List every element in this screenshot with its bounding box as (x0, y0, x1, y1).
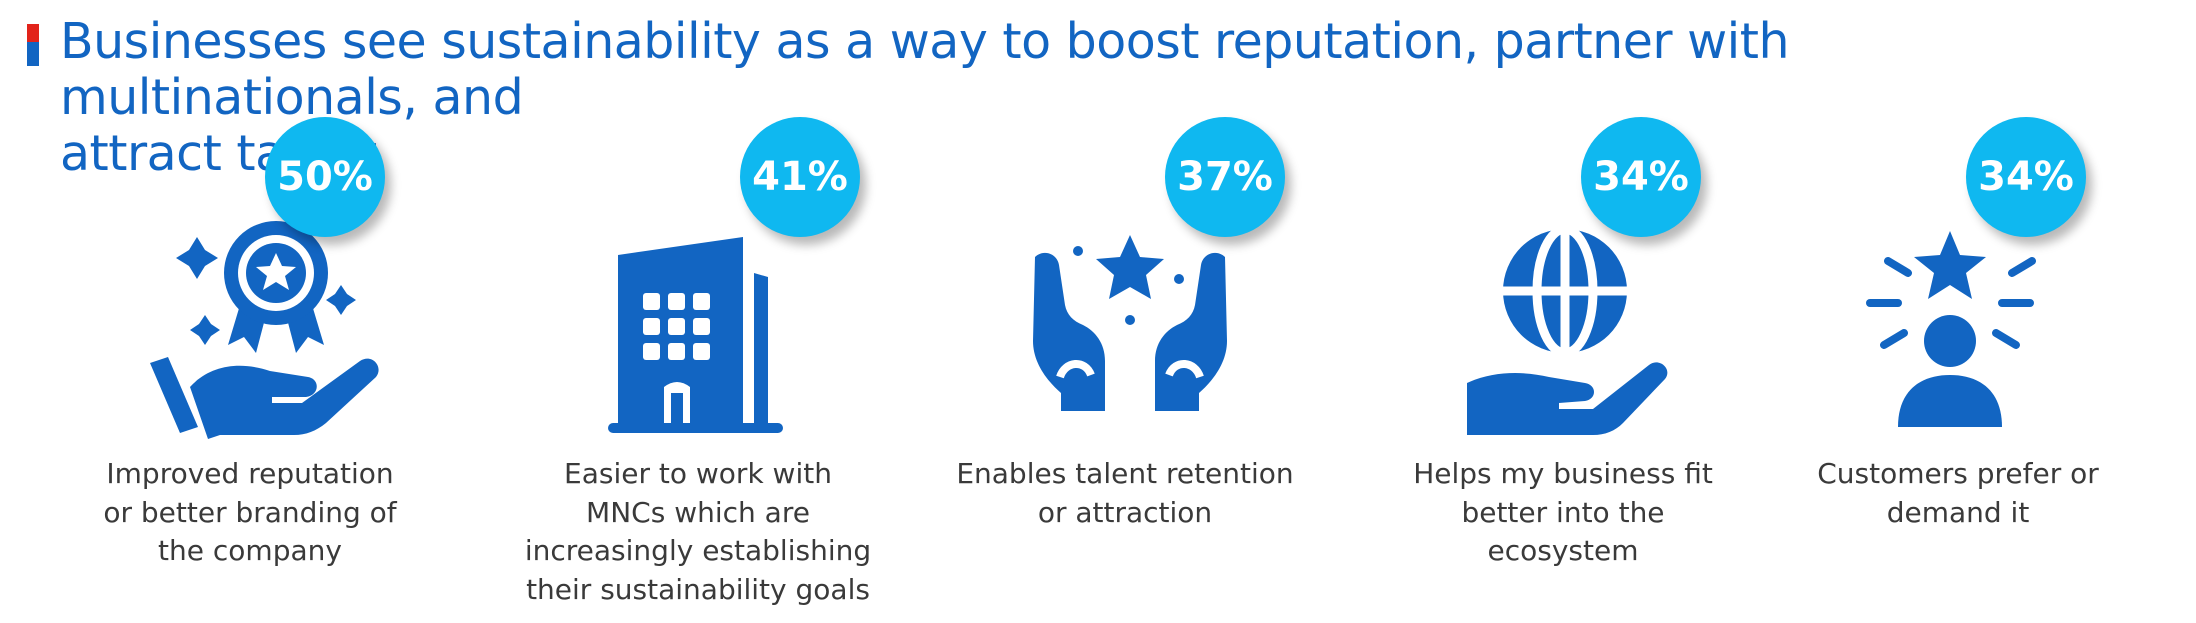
item-card-reputation: 50% Improved reputation or better brandi… (40, 117, 460, 615)
item-card-ecosystem: 34% Helps my business fit better into th… (1353, 117, 1773, 615)
globe-hand-icon (1467, 224, 1668, 435)
item-label: Customers prefer or demand it (1748, 455, 2168, 532)
item-label-line: their sustainability goals (526, 572, 870, 606)
item-label-line: MNCs which are (586, 495, 810, 529)
percent-badge: 34% (1966, 117, 2086, 237)
item-label-line: or attraction (1037, 495, 1213, 529)
office-building-icon (608, 237, 783, 433)
item-card-customers: 34% Customers prefer or demand it (1748, 117, 2168, 615)
accent-bar (27, 24, 39, 66)
item-label-line: Easier to work with (564, 457, 832, 490)
percent-badge: 37% (1165, 117, 1285, 237)
page-title-line-1: Businesses see sustainability as a way t… (60, 13, 1790, 126)
item-label-line: Improved reputation (106, 457, 394, 490)
hands-star-icon (1033, 235, 1227, 411)
accent-bar-blue (27, 42, 39, 66)
sparkle-icon (176, 237, 218, 279)
item-label: Improved reputation or better branding o… (40, 455, 460, 571)
page-title: Businesses see sustainability as a way t… (60, 14, 2160, 182)
accent-bar-red (27, 24, 39, 42)
item-label: Easier to work with MNCs which are incre… (488, 455, 908, 609)
sparkle-icon (326, 285, 356, 315)
item-card-mncs: 41% Easier to work with MNCs which are i… (488, 117, 908, 615)
item-label: Helps my business fit better into the ec… (1353, 455, 1773, 571)
item-label-line: demand it (1886, 495, 2030, 529)
percent-badge: 41% (740, 117, 860, 237)
item-label-line: increasingly establishing (524, 534, 872, 567)
item-label-line: the company (158, 534, 342, 567)
item-label-line: better into the (1461, 495, 1665, 529)
item-label: Enables talent retention or attraction (915, 455, 1335, 532)
item-label-line: Customers prefer or (1817, 457, 2099, 490)
item-card-talent: 37% Enables talent retention or attracti… (915, 117, 1335, 615)
percent-badge: 34% (1581, 117, 1701, 237)
item-label-line: or better branding of (103, 495, 397, 529)
item-label-line: Enables talent retention (956, 457, 1294, 490)
item-label-line: Helps my business fit (1413, 457, 1713, 490)
award-hand-icon (150, 221, 379, 439)
percent-badge: 50% (265, 117, 385, 237)
item-label-line: ecosystem (1487, 534, 1639, 567)
person-star-icon (1866, 231, 2036, 427)
sparkle-icon (190, 315, 220, 345)
